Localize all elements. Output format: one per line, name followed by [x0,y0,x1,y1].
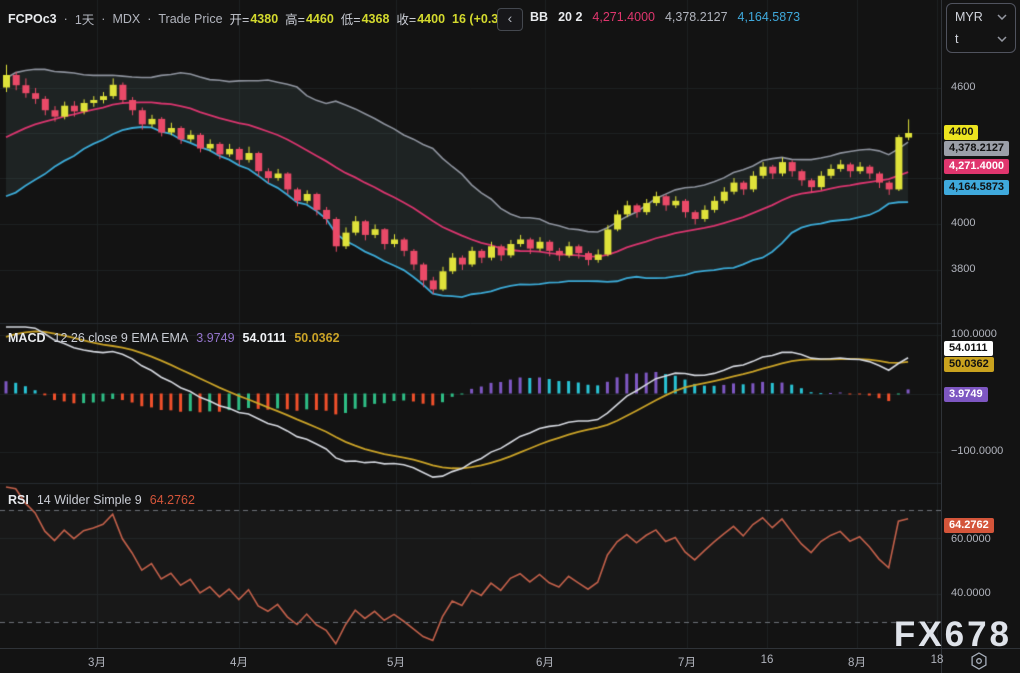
low-value: 4368 [361,11,390,26]
macd-price-badge: 3.9749 [944,387,988,402]
symbol-name[interactable]: FCPOc3 [8,11,57,26]
rsi-params: 14 Wilder Simple 9 [36,493,142,507]
price-tick: 3800 [951,263,976,275]
macd-title[interactable]: MACD [8,331,46,345]
time-tick: 8月 [848,657,866,669]
time-tick: 3月 [88,657,106,669]
open-label: 开= [229,13,250,27]
macd-line-value: 54.0111 [242,331,287,345]
low-label: 低= [340,13,361,27]
bb-legend: BB 20 2 4,271.4000 4,378.2127 4,164.5873 [530,10,800,24]
bb-params: 20 2 [558,10,583,24]
time-tick: 5月 [387,657,405,669]
unit-dropdown[interactable]: t [955,32,1007,46]
fx678-watermark: FX678 [893,615,1012,654]
bb-lower-value: 4,164.5873 [737,10,801,24]
chevron-down-icon [997,14,1007,20]
bb-upper-value: 4,378.2127 [664,10,728,24]
price-tick: 4000 [951,217,976,229]
close-value: 4400 [417,11,446,26]
series-type: Trade Price [158,11,223,26]
time-scale[interactable]: 3月 4月 5月 6月 7月 16 8月 18 [0,648,1020,673]
macd-price-badge: 50.0362 [944,357,994,372]
rsi-tick: 40.0000 [951,587,991,599]
macd-tick: −100.0000 [951,445,1004,457]
rsi-tick: 60.0000 [951,533,991,545]
macd-params: 12 26 close 9 EMA EMA [53,331,189,345]
hexagon-logo-icon[interactable] [969,651,989,673]
price-tick: 4600 [951,81,976,93]
currency-value: MYR [955,10,983,24]
high-label: 高= [285,13,305,27]
macd-signal-value: 50.0362 [294,331,340,345]
time-tick: 4月 [230,657,248,669]
bb-title[interactable]: BB [530,10,549,24]
rsi-price-badge: 64.2762 [944,518,994,533]
exchange: MDX [112,11,141,26]
price-price-badge: 4,164.5873 [944,180,1010,195]
price-price-badge: 4400 [944,125,979,140]
macd-tick: 100.0000 [951,328,997,340]
open-value: 4380 [250,11,279,26]
high-value: 4460 [305,11,334,26]
macd-hist-value: 3.9749 [196,331,235,345]
chevron-down-icon [997,36,1007,42]
macd-price-badge: 54.0111 [944,341,993,356]
rsi-title[interactable]: RSI [8,493,29,507]
currency-dropdown[interactable]: MYR [955,10,1007,24]
price-price-badge: 4,271.4000 [944,159,1010,174]
collapse-indicator-button[interactable]: ‹ [497,8,523,31]
scale-settings-widget: MYR t [946,3,1016,53]
rsi-legend: RSI 14 Wilder Simple 9 64.2762 [8,493,195,507]
time-tick: 16 [760,654,774,666]
unit-value: t [955,32,959,46]
time-tick: 7月 [678,657,696,669]
interval[interactable]: 1天 [74,13,95,27]
time-tick: 18 [930,654,944,666]
price-scale[interactable]: 4600 4000 3800 4400 4,378.2127 4,271.4000 4,16… [941,0,1020,673]
bb-basis-value: 4,271.4000 [592,10,655,24]
price-price-badge: 4,378.2127 [944,141,1010,156]
macd-legend: MACD 12 26 close 9 EMA EMA 3.9749 54.011… [8,331,340,345]
time-tick: 6月 [536,657,554,669]
chart-canvas[interactable] [0,0,941,648]
rsi-value: 64.2762 [149,493,195,507]
close-label: 收= [396,13,417,27]
symbol-header: FCPOc3 · 1天 · MDX · Trade Price 开= 4380 高… [8,9,521,28]
